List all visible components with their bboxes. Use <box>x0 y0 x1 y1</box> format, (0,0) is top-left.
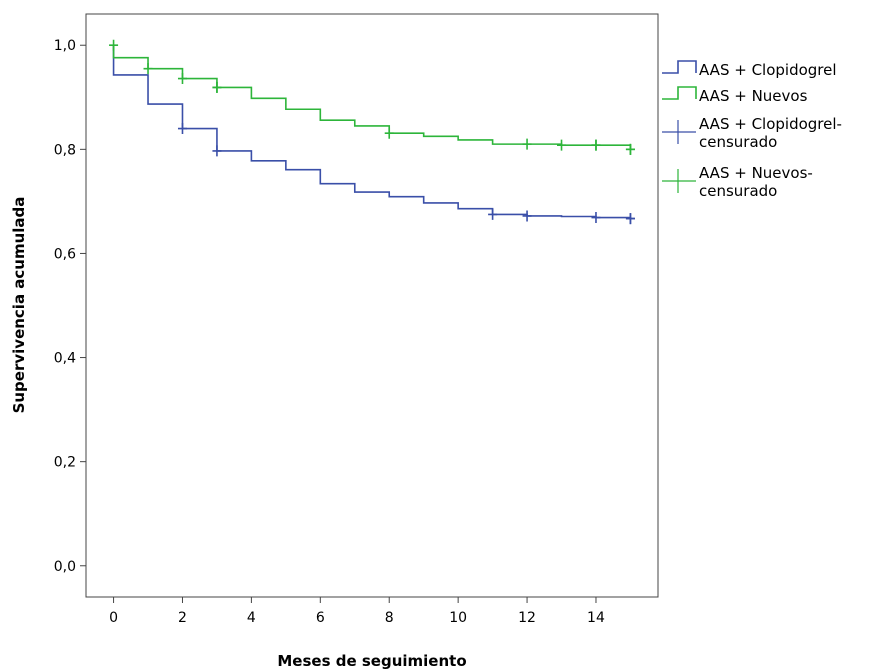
y-axis: 0,0 0,2 0,4 0,6 0,8 1,0 <box>54 38 86 575</box>
legend: AAS + Clopidogrel AAS + Nuevos AAS + Clopi… <box>662 60 842 200</box>
x-tick-label-3: 6 <box>316 610 325 626</box>
x-axis: 0 2 4 6 8 10 12 14 <box>109 597 605 626</box>
legend-swatch-3 <box>662 169 696 193</box>
y-tick-label-5: 1,0 <box>54 38 76 54</box>
x-tick-label-4: 8 <box>385 610 394 626</box>
legend-swatch-0 <box>662 60 697 74</box>
censor-mark-1-0 <box>109 39 119 51</box>
censor-mark-0-1 <box>212 145 222 157</box>
x-tick-label-5: 10 <box>449 610 467 626</box>
censor-mark-1-2 <box>177 73 187 85</box>
x-tick-label-0: 0 <box>109 610 118 626</box>
censor-layer <box>109 39 635 225</box>
x-tick-label-7: 14 <box>587 610 605 626</box>
censor-mark-0-2 <box>488 208 498 220</box>
y-tick-label-1: 0,2 <box>54 455 76 471</box>
x-tick-label-2: 4 <box>247 610 256 626</box>
censor-mark-1-9 <box>591 139 601 151</box>
censor-mark-0-6 <box>625 213 635 225</box>
censor-mark-1-5 <box>384 127 394 139</box>
y-tick-label-4: 0,8 <box>54 142 76 158</box>
legend-label-1: AAS + Nuevos <box>699 87 808 105</box>
y-axis-title: Supervivencia acumulada <box>10 197 28 414</box>
series-line-0 <box>112 45 632 219</box>
censor-mark-0-4 <box>591 212 601 224</box>
y-tick-label-2: 0,4 <box>54 351 76 367</box>
legend-label-3: AAS + Nuevos-censurado <box>699 164 813 200</box>
legend-label-2: AAS + Clopidogrel-censurado <box>699 115 842 151</box>
x-tick-label-6: 12 <box>518 610 536 626</box>
x-axis-title: Meses de seguimiento <box>277 652 466 670</box>
censor-mark-0-3 <box>522 210 532 222</box>
censor-mark-1-4 <box>212 81 222 93</box>
legend-swatch-1 <box>662 86 697 100</box>
censor-mark-0-0 <box>177 123 187 135</box>
plot-frame <box>85 13 659 598</box>
legend-label-0: AAS + Clopidogrel <box>699 61 837 79</box>
censor-mark-1-1 <box>143 63 153 75</box>
censor-mark-1-6 <box>522 138 532 150</box>
censor-mark-1-7 <box>557 139 567 151</box>
x-tick-label-1: 2 <box>178 610 187 626</box>
y-tick-label-3: 0,6 <box>54 246 76 262</box>
censor-mark-1-11 <box>625 143 635 155</box>
y-tick-label-0: 0,0 <box>54 559 76 575</box>
legend-swatch-2 <box>662 120 696 144</box>
